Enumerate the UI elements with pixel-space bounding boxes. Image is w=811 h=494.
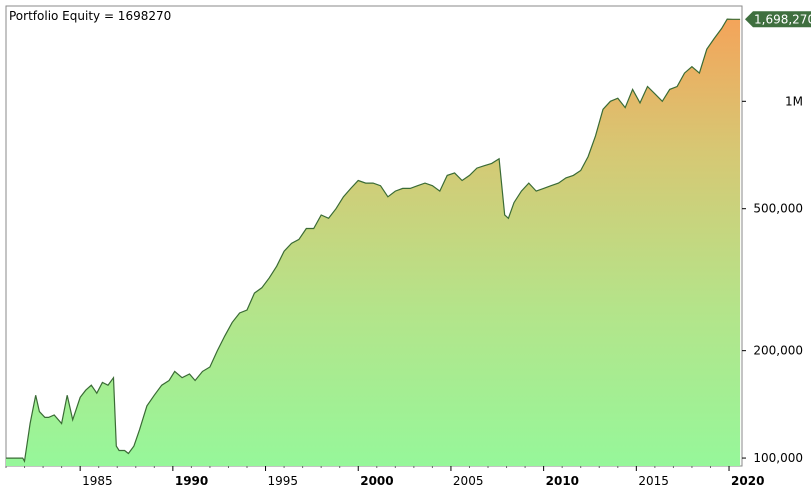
x-tick-label: 2015: [638, 474, 669, 488]
x-tick-label: 1990: [175, 474, 208, 488]
x-tick-label: 2000: [360, 474, 393, 488]
y-tick-label: 100,000: [753, 451, 803, 465]
x-tick-label: 1995: [268, 474, 299, 488]
y-tick-label: 500,000: [753, 202, 803, 216]
x-tick-label: 1985: [82, 474, 113, 488]
x-tick-label: 2010: [546, 474, 579, 488]
x-tick-label: 2020: [731, 474, 764, 488]
y-axis: 100,000 200,000 500,000 1M: [742, 94, 803, 465]
last-value-label: 1,698,270: [754, 12, 811, 26]
y-tick-label: 1M: [785, 94, 803, 108]
equity-line: [6, 18, 741, 463]
chart-title: Portfolio Equity = 1698270: [9, 9, 171, 23]
y-tick-label: 200,000: [753, 344, 803, 358]
equity-area: [6, 19, 741, 466]
last-value-tag: 1,698,270: [745, 11, 811, 28]
x-tick-label: 2005: [453, 474, 484, 488]
x-axis: 1985 1990 1995 2000 2005 2010 2015 2020: [5, 466, 764, 488]
